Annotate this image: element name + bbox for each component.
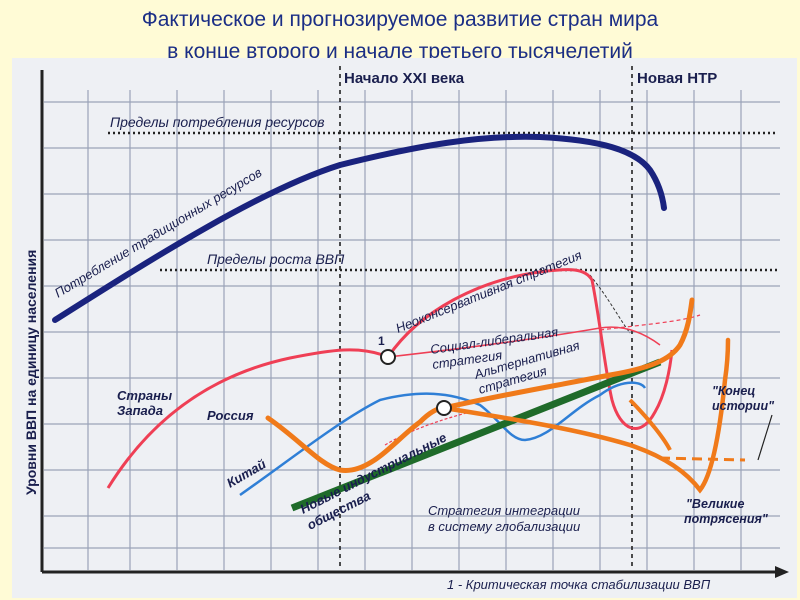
footnote: 1 - Критическая точка стабилизации ВВП bbox=[447, 577, 711, 592]
russia-label: Россия bbox=[207, 408, 254, 423]
orange-branch bbox=[628, 398, 672, 451]
end-of-history-label-2: истории" bbox=[712, 399, 775, 413]
great-shocks-label-1: "Великие bbox=[686, 497, 744, 511]
slide-title-line2: в конце второго и начале третьего тысяче… bbox=[167, 40, 633, 58]
great-shocks-forecast-dash bbox=[659, 456, 746, 462]
era-label-start-21: Начало XXI века bbox=[344, 70, 465, 87]
alternative-curve bbox=[441, 297, 695, 411]
x-axis-arrow bbox=[775, 566, 789, 578]
critical-point-label: 1 bbox=[378, 334, 385, 348]
west-label-1: Страны bbox=[117, 388, 172, 403]
new-industrial-line bbox=[290, 358, 662, 512]
slide-title-line1: Фактическое и прогнозируемое развитие ст… bbox=[141, 8, 659, 31]
russia-alt-dash bbox=[384, 411, 471, 446]
integration-curve bbox=[441, 337, 731, 494]
gdp-limit-label: Пределы роста ВВП bbox=[207, 251, 345, 267]
critical-point-russia bbox=[436, 400, 452, 416]
critical-point-west bbox=[380, 349, 396, 365]
traditional-resources-curve bbox=[52, 133, 667, 323]
russia-curve bbox=[265, 405, 447, 473]
great-shocks-label-2: потрясения" bbox=[684, 512, 769, 526]
integration-label-1: Стратегия интеграции bbox=[428, 503, 580, 518]
social-liberal-curve bbox=[387, 326, 661, 358]
resources-limit-label: Пределы потребления ресурсов bbox=[110, 114, 325, 130]
y-axis-label: Уровни ВВП на единицу населения bbox=[23, 250, 39, 495]
west-label-2: Запада bbox=[117, 403, 163, 418]
integration-label-2: в систему глобализации bbox=[428, 519, 580, 534]
era-label-new-ntr: Новая НТР bbox=[637, 70, 717, 87]
west-curve bbox=[106, 348, 389, 489]
social-liberal-forecast-dash bbox=[599, 314, 701, 331]
end-of-history-pointer bbox=[757, 414, 773, 461]
china-curve bbox=[239, 381, 647, 497]
end-of-history-label-1: "Конец bbox=[712, 384, 755, 398]
